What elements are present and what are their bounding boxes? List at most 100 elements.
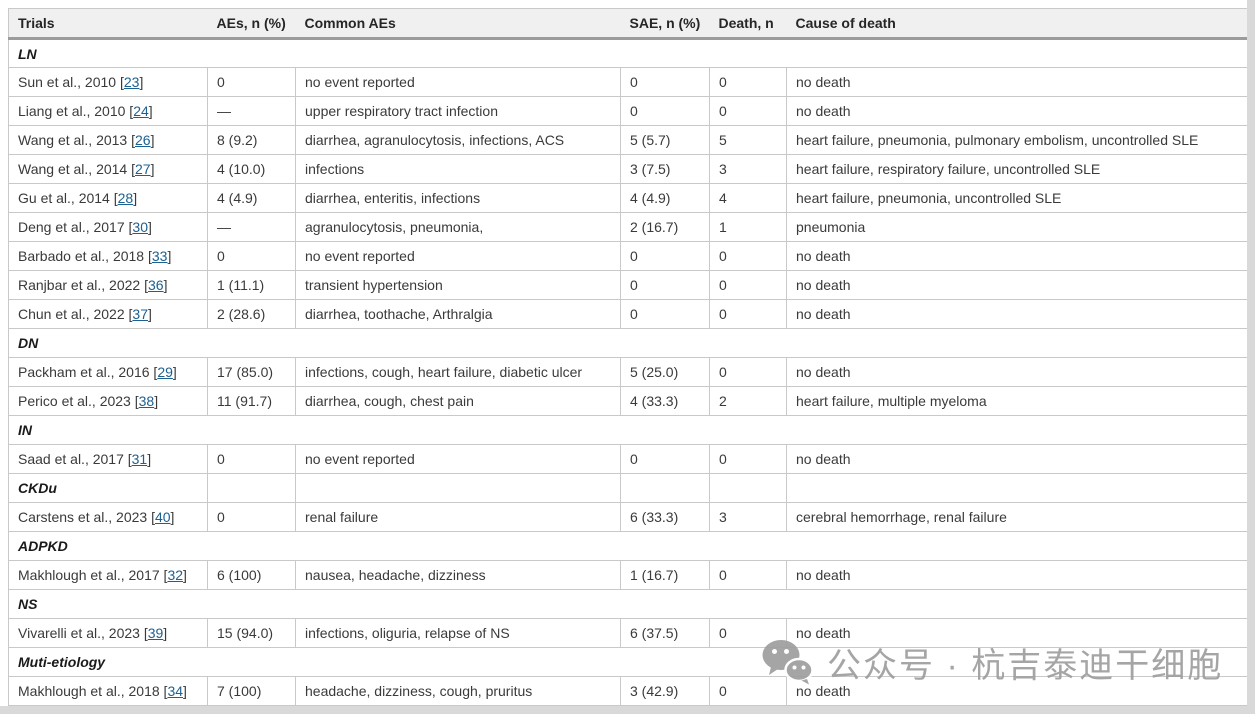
death-cell: 0: [709, 299, 787, 329]
sae-cell: 2 (16.7): [620, 212, 710, 242]
trial-cell: Makhlough et al., 2017 [32]: [8, 560, 208, 590]
section-label: LN: [8, 38, 1248, 68]
trial-cell: Wang et al., 2014 [27]: [8, 154, 208, 184]
section-row: LN: [8, 38, 1248, 68]
cause-of-death-cell: no death: [786, 560, 1248, 590]
column-header-common-aes: Common AEs: [295, 8, 621, 40]
death-cell: 1: [709, 212, 787, 242]
aes-cell: 8 (9.2): [207, 125, 296, 155]
citation-link[interactable]: 26: [135, 132, 151, 148]
common-aes-cell: upper respiratory tract infection: [295, 96, 621, 126]
section-row: DN: [8, 328, 1248, 358]
empty-cell: [786, 473, 1248, 503]
citation-link[interactable]: 39: [147, 625, 164, 641]
citation-link[interactable]: 33: [151, 248, 168, 264]
citation-link[interactable]: 36: [147, 277, 164, 293]
aes-cell: 2 (28.6): [207, 299, 296, 329]
citation-link[interactable]: 23: [123, 74, 140, 90]
cause-of-death-cell: no death: [786, 357, 1248, 387]
aes-cell: 4 (10.0): [207, 154, 296, 184]
cause-of-death-cell: no death: [786, 676, 1248, 706]
sae-cell: 0: [620, 299, 710, 329]
sae-cell: 5 (5.7): [620, 125, 710, 155]
aes-cell: 11 (91.7): [207, 386, 296, 416]
sae-cell: 4 (4.9): [620, 183, 710, 213]
trial-cell: Ranjbar et al., 2022 [36]: [8, 270, 208, 300]
sae-cell: 6 (37.5): [620, 618, 710, 648]
sae-cell: 3 (7.5): [620, 154, 710, 184]
cause-of-death-cell: heart failure, respiratory failure, unco…: [786, 154, 1248, 184]
death-cell: 0: [709, 676, 787, 706]
citation-link[interactable]: 29: [157, 364, 173, 380]
common-aes-cell: diarrhea, cough, chest pain: [295, 386, 621, 416]
sae-cell: 1 (16.7): [620, 560, 710, 590]
column-header-death: Death, n: [709, 8, 787, 40]
common-aes-cell: infections, cough, heart failure, diabet…: [295, 357, 621, 387]
table-row: Vivarelli et al., 2023 [39] 15 (94.0) infe…: [8, 618, 1248, 648]
empty-cell: [620, 473, 710, 503]
empty-cell: [207, 473, 296, 503]
trial-cell: Makhlough et al., 2018 [34]: [8, 676, 208, 706]
citation-link[interactable]: 40: [154, 509, 171, 525]
aes-cell: 6 (100): [207, 560, 296, 590]
cause-of-death-cell: no death: [786, 270, 1248, 300]
death-cell: 0: [709, 270, 787, 300]
section-row: ADPKD: [8, 531, 1248, 561]
death-cell: 0: [709, 560, 787, 590]
table-row: Ranjbar et al., 2022 [36] 1 (11.1) transie…: [8, 270, 1248, 300]
cause-of-death-cell: heart failure, multiple myeloma: [786, 386, 1248, 416]
citation-link[interactable]: 28: [117, 190, 134, 206]
sae-cell: 3 (42.9): [620, 676, 710, 706]
citation-link[interactable]: 30: [132, 219, 148, 235]
aes-cell: 4 (4.9): [207, 183, 296, 213]
table-row: Chun et al., 2022 [37] 2 (28.6) diarrhea, …: [8, 299, 1248, 329]
sae-cell: 0: [620, 444, 710, 474]
cause-of-death-cell: no death: [786, 241, 1248, 271]
section-label: CKDu: [8, 473, 208, 503]
aes-cell: 0: [207, 67, 296, 97]
common-aes-cell: agranulocytosis, pneumonia,: [295, 212, 621, 242]
sae-cell: 0: [620, 241, 710, 271]
section-row: CKDu: [8, 473, 1248, 503]
death-cell: 5: [709, 125, 787, 155]
cause-of-death-cell: no death: [786, 299, 1248, 329]
cause-of-death-cell: no death: [786, 96, 1248, 126]
death-cell: 0: [709, 618, 787, 648]
trial-cell: Saad et al., 2017 [31]: [8, 444, 208, 474]
sae-cell: 0: [620, 270, 710, 300]
citation-link[interactable]: 37: [132, 306, 148, 322]
aes-cell: 7 (100): [207, 676, 296, 706]
cause-of-death-cell: heart failure, pneumonia, uncontrolled S…: [786, 183, 1248, 213]
sae-cell: 6 (33.3): [620, 502, 710, 532]
trial-cell: Vivarelli et al., 2023 [39]: [8, 618, 208, 648]
death-cell: 3: [709, 154, 787, 184]
table-row: Makhlough et al., 2017 [32] 6 (100) nausea…: [8, 560, 1248, 590]
table-header-row: Trials AEs, n (%) Common AEs SAE, n (%) …: [8, 8, 1248, 40]
sae-cell: 5 (25.0): [620, 357, 710, 387]
empty-cell: [295, 473, 621, 503]
aes-cell: 17 (85.0): [207, 357, 296, 387]
trial-cell: Deng et al., 2017 [30]: [8, 212, 208, 242]
citation-link[interactable]: 34: [167, 683, 184, 699]
aes-cell: —: [207, 96, 296, 126]
death-cell: 0: [709, 444, 787, 474]
section-label: Muti-etiology: [8, 647, 1248, 677]
cause-of-death-cell: cerebral hemorrhage, renal failure: [786, 502, 1248, 532]
trials-table-body: LN Sun et al., 2010 [23] 0 no event reporte…: [8, 38, 1248, 706]
common-aes-cell: diarrhea, enteritis, infections: [295, 183, 621, 213]
death-cell: 3: [709, 502, 787, 532]
section-label: DN: [8, 328, 1248, 358]
citation-link[interactable]: 31: [131, 451, 148, 467]
citation-link[interactable]: 24: [133, 103, 149, 119]
death-cell: 0: [709, 241, 787, 271]
cause-of-death-cell: heart failure, pneumonia, pulmonary embo…: [786, 125, 1248, 155]
trial-cell: Packham et al., 2016 [29]: [8, 357, 208, 387]
sae-cell: 4 (33.3): [620, 386, 710, 416]
citation-link[interactable]: 38: [138, 393, 155, 409]
table-row: Packham et al., 2016 [29] 17 (85.0) infect…: [8, 357, 1248, 387]
table-row: Barbado et al., 2018 [33] 0 no event repor…: [8, 241, 1248, 271]
table-row: Carstens et al., 2023 [40] 0 renal failure…: [8, 502, 1248, 532]
citation-link[interactable]: 32: [167, 567, 184, 583]
column-header-aes: AEs, n (%): [207, 8, 296, 40]
citation-link[interactable]: 27: [135, 161, 151, 177]
